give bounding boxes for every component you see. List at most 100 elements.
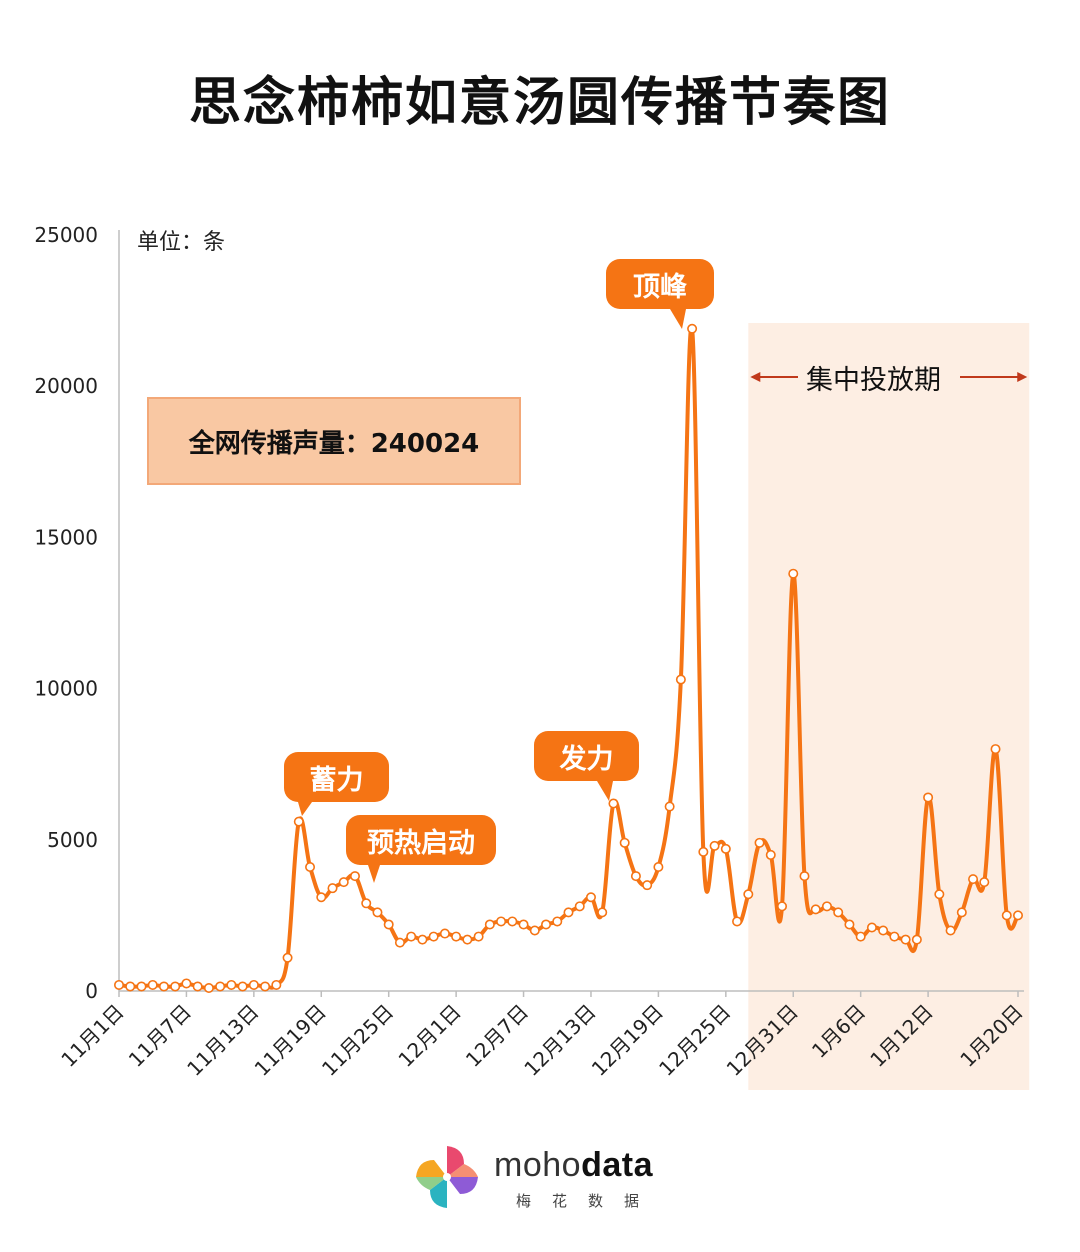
total-volume-box: 全网传播声量：240024 bbox=[147, 397, 521, 485]
data-point bbox=[866, 922, 877, 933]
data-point bbox=[417, 934, 428, 945]
data-point bbox=[338, 877, 349, 888]
data-point bbox=[248, 979, 259, 990]
data-point bbox=[799, 871, 810, 882]
data-point bbox=[968, 874, 979, 885]
data-point bbox=[597, 907, 608, 918]
data-point bbox=[496, 916, 507, 927]
x-tick-label: 11月25日 bbox=[317, 1000, 398, 1081]
data-point bbox=[788, 568, 799, 579]
brand-name-light: moho bbox=[494, 1146, 582, 1184]
data-point bbox=[462, 934, 473, 945]
data-point bbox=[1001, 910, 1012, 921]
data-point bbox=[361, 898, 372, 909]
callout-fali: 发力 bbox=[534, 731, 639, 801]
data-point bbox=[574, 901, 585, 912]
data-point bbox=[170, 981, 181, 992]
data-point bbox=[709, 840, 720, 851]
data-point bbox=[271, 979, 282, 990]
period-label: 集中投放期 bbox=[806, 365, 941, 396]
data-point bbox=[855, 931, 866, 942]
data-point bbox=[473, 931, 484, 942]
x-tick-label: 12月19日 bbox=[587, 1000, 668, 1081]
data-point bbox=[878, 925, 889, 936]
brand-name-bold: data bbox=[581, 1146, 653, 1184]
data-point bbox=[147, 979, 158, 990]
data-point bbox=[642, 880, 653, 891]
data-point bbox=[383, 919, 394, 930]
data-point bbox=[923, 792, 934, 803]
data-point bbox=[451, 931, 462, 942]
data-point bbox=[619, 837, 630, 848]
y-tick-label: 5000 bbox=[47, 828, 98, 852]
data-point bbox=[563, 907, 574, 918]
x-tick-label: 11月13日 bbox=[182, 1000, 263, 1081]
data-point bbox=[911, 934, 922, 945]
axes bbox=[118, 230, 1024, 992]
y-tick-label: 25000 bbox=[34, 223, 98, 247]
data-point bbox=[833, 907, 844, 918]
data-point bbox=[372, 907, 383, 918]
data-point bbox=[349, 871, 360, 882]
data-point bbox=[282, 952, 293, 963]
data-point bbox=[1012, 910, 1023, 921]
data-point bbox=[675, 674, 686, 685]
data-points bbox=[114, 323, 1023, 993]
data-point bbox=[125, 981, 136, 992]
period-arrows bbox=[750, 372, 1028, 382]
x-tick-label: 11月19日 bbox=[250, 1000, 331, 1081]
data-point bbox=[394, 937, 405, 948]
data-point bbox=[743, 889, 754, 900]
data-point bbox=[406, 931, 417, 942]
chart-title: 思念柿柿如意汤圆传播节奏图 bbox=[188, 73, 891, 133]
data-point bbox=[956, 907, 967, 918]
data-point bbox=[732, 916, 743, 927]
data-point bbox=[215, 981, 226, 992]
data-point bbox=[777, 901, 788, 912]
data-point bbox=[518, 919, 529, 930]
data-point bbox=[260, 981, 271, 992]
data-point bbox=[698, 846, 709, 857]
data-point bbox=[237, 981, 248, 992]
arrowhead-left-icon bbox=[750, 372, 761, 382]
y-tick-label: 15000 bbox=[34, 525, 98, 549]
data-point bbox=[114, 979, 125, 990]
x-tick-label: 12月1日 bbox=[393, 1000, 465, 1072]
data-point bbox=[754, 837, 765, 848]
data-point bbox=[979, 877, 990, 888]
data-point bbox=[990, 744, 1001, 755]
brand-subtitle: 梅花数据 bbox=[516, 1192, 661, 1210]
data-point bbox=[305, 862, 316, 873]
x-tick-label: 12月13日 bbox=[519, 1000, 600, 1081]
data-point bbox=[507, 916, 518, 927]
data-point bbox=[158, 981, 169, 992]
y-tick-label: 20000 bbox=[34, 374, 98, 398]
callout-dingfeng: 顶峰 bbox=[606, 259, 714, 329]
data-point bbox=[765, 849, 776, 860]
data-point bbox=[484, 919, 495, 930]
data-point bbox=[900, 934, 911, 945]
y-axis-ticks: 0 5000 10000 15000 20000 25000 bbox=[34, 223, 98, 1003]
data-point bbox=[226, 979, 237, 990]
data-point bbox=[327, 883, 338, 894]
data-point bbox=[720, 843, 731, 854]
data-point bbox=[529, 925, 540, 936]
data-point bbox=[203, 982, 214, 993]
data-point bbox=[844, 919, 855, 930]
y-tick-label: 10000 bbox=[34, 677, 98, 701]
arrowhead-right-icon bbox=[1017, 372, 1028, 382]
data-point bbox=[664, 801, 675, 812]
data-point bbox=[552, 916, 563, 927]
x-tick-label: 12月25日 bbox=[654, 1000, 735, 1081]
unit-label: 单位：条 bbox=[137, 230, 226, 255]
data-point bbox=[192, 981, 203, 992]
data-point bbox=[293, 816, 304, 827]
data-point bbox=[541, 919, 552, 930]
data-point bbox=[810, 904, 821, 915]
total-volume-text: 全网传播声量：240024 bbox=[188, 428, 480, 459]
data-point bbox=[653, 862, 664, 873]
callout-yure: 预热启动 bbox=[346, 815, 496, 883]
data-point bbox=[934, 889, 945, 900]
brand-name: mohodata bbox=[494, 1146, 653, 1185]
